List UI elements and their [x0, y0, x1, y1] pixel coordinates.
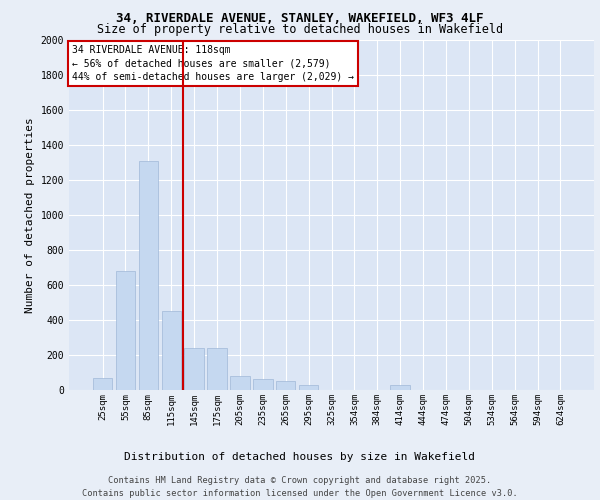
Bar: [116, 271, 135, 390]
Text: 34 RIVERDALE AVENUE: 118sqm
← 56% of detached houses are smaller (2,579)
44% of : 34 RIVERDALE AVENUE: 118sqm ← 56% of det…: [71, 46, 353, 82]
Bar: [299, 385, 319, 390]
Bar: [276, 381, 295, 390]
Bar: [93, 378, 112, 390]
Bar: [161, 311, 181, 390]
Y-axis label: Number of detached properties: Number of detached properties: [25, 117, 35, 313]
Bar: [230, 376, 250, 390]
Text: Distribution of detached houses by size in Wakefield: Distribution of detached houses by size …: [125, 452, 476, 462]
Bar: [391, 385, 410, 390]
Text: 34, RIVERDALE AVENUE, STANLEY, WAKEFIELD, WF3 4LF: 34, RIVERDALE AVENUE, STANLEY, WAKEFIELD…: [116, 12, 484, 26]
Bar: [208, 348, 227, 390]
Bar: [184, 348, 204, 390]
Text: Contains HM Land Registry data © Crown copyright and database right 2025.
Contai: Contains HM Land Registry data © Crown c…: [82, 476, 518, 498]
Text: Size of property relative to detached houses in Wakefield: Size of property relative to detached ho…: [97, 22, 503, 36]
Bar: [253, 378, 272, 390]
Bar: [139, 161, 158, 390]
